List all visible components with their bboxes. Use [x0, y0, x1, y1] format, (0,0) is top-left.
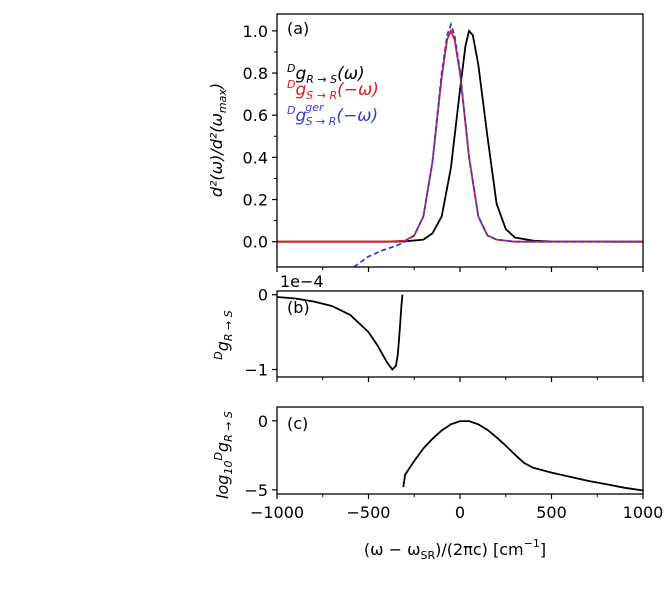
ytick-label: 0.2 — [243, 191, 268, 210]
axes-frame-panelB — [276, 290, 644, 378]
legend-entry-black: DgR → S(ω) — [287, 62, 365, 86]
xtick-label: 0 — [455, 503, 465, 522]
x-axis-label: (ω − ωSR)/(2πc) [cm−1] — [364, 537, 546, 562]
ytick-label: 0 — [258, 412, 268, 431]
ytick-label: 0.4 — [243, 148, 268, 167]
ytick-label: 0.8 — [243, 64, 268, 83]
axes-frame-panelA — [276, 13, 644, 268]
ytick-label: 0.6 — [243, 106, 268, 125]
offset-text: 1e−4 — [280, 272, 324, 291]
ytick-label: 0 — [258, 286, 268, 305]
ytick-label: 1.0 — [243, 22, 268, 41]
legend-entry-red: DgS → R(−ω) — [287, 78, 379, 102]
legend-entry-blue: Dgger S → R(−ω) — [287, 101, 378, 128]
series-line-panelC-0 — [402, 420, 643, 492]
xtick-label: 1000 — [623, 503, 664, 522]
panel-a: 0.0 0.2 0.4 0.6 0.8 1.0 (a) — [243, 13, 644, 272]
ytick-label: 0.0 — [243, 233, 268, 252]
legend: DgR → S(ω) DgS → R(−ω) Dgger S → R(−ω) — [287, 62, 379, 128]
series-line-panelA-2 — [353, 21, 643, 267]
panel-label: (a) — [287, 19, 309, 38]
panel-c-ylabel: log10DgR → S — [212, 411, 235, 499]
panel-b: 0 −1 (b) 1e−4 — [244, 272, 644, 382]
panel-label: (b) — [287, 298, 310, 317]
panel-b-ylabel: DgR → S — [212, 310, 235, 359]
panel-label: (c) — [287, 414, 308, 433]
panel-c: 0 −5 (c) −1000 −500 0 500 1000 — [244, 406, 664, 522]
ytick-label: −5 — [244, 481, 268, 500]
ytick-label: −1 — [244, 361, 268, 380]
series-line-panelA-0 — [277, 29, 643, 243]
series-line-panelA-1 — [277, 28, 643, 243]
panel-a-ylabel: d²(ω)/d²(ωmax) — [207, 83, 229, 197]
xtick-label: −500 — [347, 503, 391, 522]
series-line-panelB-0 — [277, 294, 404, 371]
xtick-label: 500 — [536, 503, 567, 522]
xtick-label: −1000 — [250, 503, 304, 522]
